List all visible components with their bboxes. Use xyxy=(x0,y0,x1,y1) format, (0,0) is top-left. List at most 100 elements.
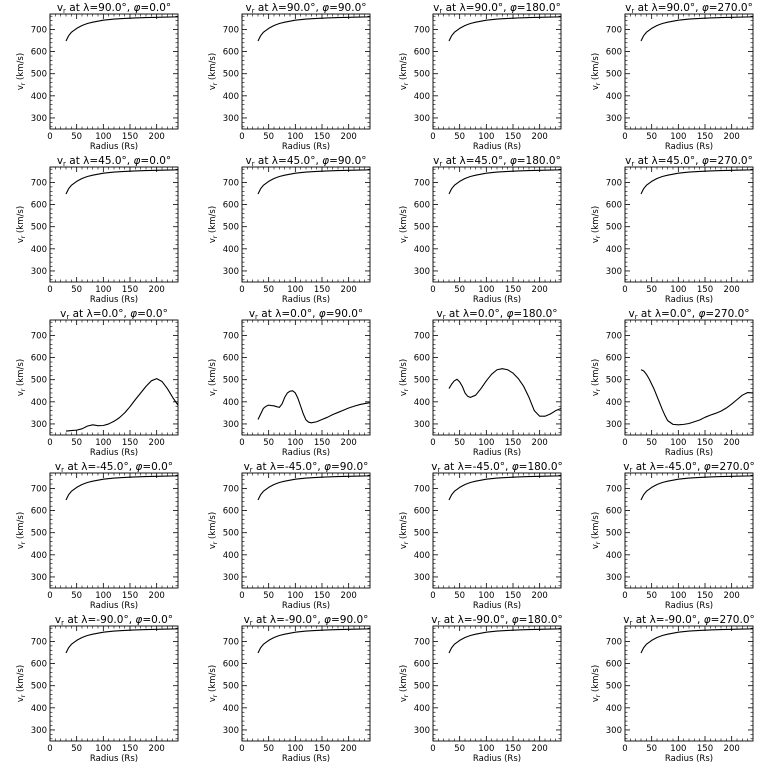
y-tick-label: 400 xyxy=(414,398,430,408)
subplot-11: vr at λ=0.0°, φ=270.0° 0 50 100 150 200 300 400… xyxy=(591,308,754,458)
y-tick-label: 500 xyxy=(31,682,47,692)
y-tick-label: 600 xyxy=(223,507,239,517)
y-axis-label: vr (km/s) xyxy=(16,206,27,243)
x-tick-label: 100 xyxy=(670,591,686,601)
y-tick-label: 600 xyxy=(606,48,622,58)
y-axis-label: vr (km/s) xyxy=(16,359,27,396)
y-tick-label: 300 xyxy=(31,114,47,124)
x-tick-label: 0 xyxy=(239,744,244,754)
y-tick-label: 600 xyxy=(606,507,622,517)
x-tick-label: 200 xyxy=(149,132,165,142)
y-tick-label: 700 xyxy=(414,484,430,494)
subplot-18: vr at λ=-90.0°, φ=180.0° 0 50 100 150 200 300 4… xyxy=(399,614,563,764)
x-tick-label: 100 xyxy=(287,438,303,448)
subplot-title: vr at λ=0.0°, φ=90.0° xyxy=(249,308,363,321)
x-tick-label: 0 xyxy=(622,744,627,754)
y-tick-label: 300 xyxy=(606,114,622,124)
x-axis-label: Radius (Rs) xyxy=(665,754,713,764)
plot-frame xyxy=(432,13,562,130)
subplot-16: vr at λ=-90.0°, φ=0.0° 0 50 100 150 200 300 400… xyxy=(16,614,179,764)
x-tick-label: 50 xyxy=(454,285,465,295)
y-tick-label: 700 xyxy=(223,25,239,35)
y-axis-label: vr (km/s) xyxy=(208,665,219,702)
y-tick-label: 500 xyxy=(31,376,47,386)
x-axis-label: Radius (Rs) xyxy=(282,601,330,611)
plot-frame xyxy=(49,319,179,436)
y-axis-label: vr (km/s) xyxy=(591,359,602,396)
y-tick-label: 400 xyxy=(606,398,622,408)
y-axis-label: vr (km/s) xyxy=(208,512,219,549)
y-tick-label: 400 xyxy=(223,92,239,102)
x-tick-label: 0 xyxy=(47,285,52,295)
y-tick-label: 300 xyxy=(606,267,622,277)
x-tick-label: 100 xyxy=(95,744,111,754)
y-tick-label: 600 xyxy=(31,48,47,58)
y-tick-label: 400 xyxy=(414,551,430,561)
x-tick-label: 150 xyxy=(122,744,138,754)
y-tick-label: 700 xyxy=(223,331,239,341)
y-tick-label: 300 xyxy=(223,267,239,277)
y-tick-label: 700 xyxy=(31,484,47,494)
subplot-9: vr at λ=0.0°, φ=90.0° 0 50 100 150 200 300 400 5… xyxy=(208,308,371,458)
y-tick-label: 600 xyxy=(31,507,47,517)
x-tick-label: 200 xyxy=(149,744,165,754)
x-tick-label: 200 xyxy=(532,132,548,142)
x-tick-label: 200 xyxy=(724,285,740,295)
y-tick-label: 700 xyxy=(606,484,622,494)
plot-frame xyxy=(624,166,754,283)
x-tick-label: 0 xyxy=(622,438,627,448)
x-tick-label: 0 xyxy=(239,591,244,601)
x-tick-label: 0 xyxy=(430,132,435,142)
x-tick-label: 50 xyxy=(646,744,657,754)
series-line-0 xyxy=(448,368,561,417)
series-line-0 xyxy=(640,169,753,195)
y-tick-label: 700 xyxy=(606,25,622,35)
x-tick-label: 150 xyxy=(505,438,521,448)
y-tick-label: 400 xyxy=(223,704,239,714)
plot-frame xyxy=(241,166,371,283)
series-line-0 xyxy=(640,475,753,501)
series-line-0 xyxy=(448,16,561,42)
x-tick-label: 50 xyxy=(71,132,82,142)
y-tick-label: 500 xyxy=(223,70,239,80)
series-line-0 xyxy=(448,628,561,654)
y-tick-label: 700 xyxy=(223,637,239,647)
x-tick-label: 150 xyxy=(122,132,138,142)
x-axis-label: Radius (Rs) xyxy=(665,295,713,305)
y-tick-label: 600 xyxy=(31,660,47,670)
series-line-0 xyxy=(448,475,561,501)
x-tick-label: 100 xyxy=(478,744,494,754)
x-tick-label: 150 xyxy=(314,438,330,448)
series-line-0 xyxy=(65,628,178,654)
x-axis-label: Radius (Rs) xyxy=(282,142,330,152)
x-tick-label: 200 xyxy=(341,591,357,601)
y-axis-label: vr (km/s) xyxy=(591,53,602,90)
y-tick-label: 500 xyxy=(31,223,47,233)
y-tick-label: 300 xyxy=(414,726,430,736)
y-axis-label: vr (km/s) xyxy=(16,512,27,549)
x-tick-label: 0 xyxy=(430,744,435,754)
y-tick-label: 400 xyxy=(606,92,622,102)
x-tick-label: 200 xyxy=(724,132,740,142)
subplot-title: vr at λ=-90.0°, φ=0.0° xyxy=(55,614,173,627)
series-line-0 xyxy=(640,16,753,42)
plot-frame xyxy=(432,625,562,742)
y-tick-label: 700 xyxy=(31,637,47,647)
subplot-6: vr at λ=45.0°, φ=180.0° 0 50 100 150 200 300 40… xyxy=(399,155,562,305)
x-tick-label: 200 xyxy=(532,591,548,601)
subplot-15: vr at λ=-45.0°, φ=270.0° 0 50 100 150 200 300 4… xyxy=(591,461,755,611)
x-tick-label: 200 xyxy=(341,285,357,295)
y-tick-label: 700 xyxy=(414,331,430,341)
x-tick-label: 50 xyxy=(646,438,657,448)
subplot-title: vr at λ=45.0°, φ=270.0° xyxy=(625,155,753,168)
y-tick-label: 500 xyxy=(414,223,430,233)
subplot-19: vr at λ=-90.0°, φ=270.0° 0 50 100 150 200 300 4… xyxy=(591,614,755,764)
series-line-0 xyxy=(640,369,753,426)
x-tick-label: 150 xyxy=(314,285,330,295)
x-tick-label: 100 xyxy=(287,591,303,601)
y-tick-label: 700 xyxy=(606,637,622,647)
y-tick-label: 600 xyxy=(606,201,622,211)
x-tick-label: 0 xyxy=(430,591,435,601)
y-tick-label: 600 xyxy=(414,48,430,58)
y-tick-label: 700 xyxy=(31,331,47,341)
